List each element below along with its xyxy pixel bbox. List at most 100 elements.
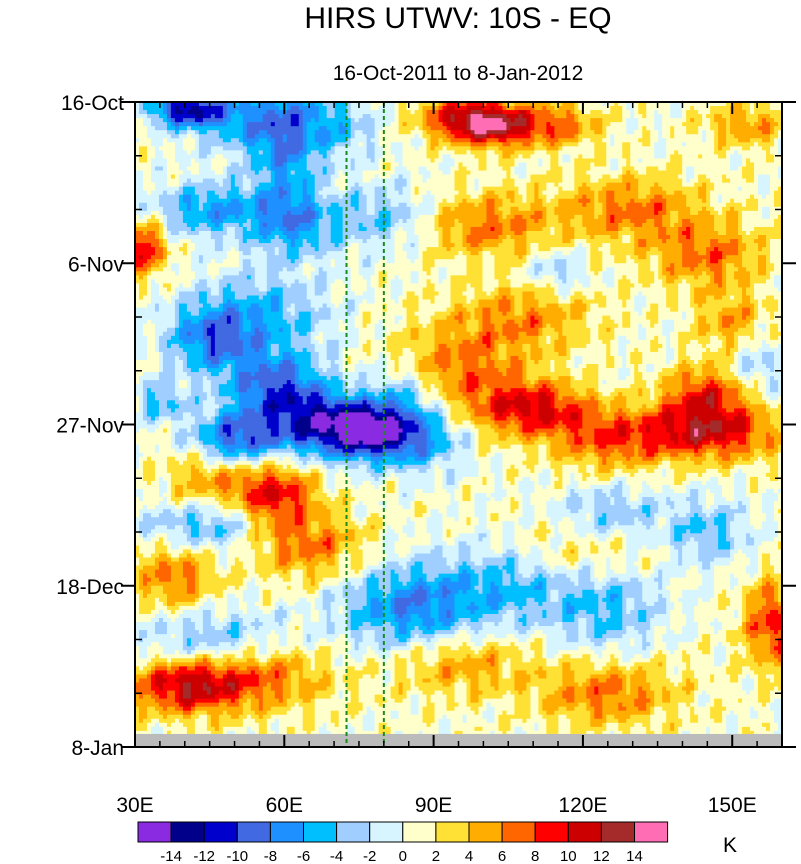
field-cell [510,118,515,123]
field-cell [159,138,164,143]
field-cell [698,126,703,131]
field-cell [191,134,196,139]
field-cell [187,138,192,143]
field-cell [462,118,467,123]
field-cell [295,126,300,131]
field-cell [498,134,503,139]
field-cell [171,126,176,131]
field-cell [431,118,436,123]
field-cell [239,110,244,115]
field-cell [167,110,172,115]
field-cell [690,138,695,143]
field-cell [722,122,727,127]
field-cell [263,134,268,139]
field-cell [371,142,376,147]
field-cell [211,138,216,143]
field-cell [255,126,260,131]
field-cell [203,122,208,127]
field-cell [498,118,503,123]
field-cell [235,122,240,127]
field-cell [239,130,244,135]
field-cell [506,126,511,131]
field-cell [171,142,176,147]
field-cell [490,110,495,115]
field-cell [770,138,775,143]
field-cell [319,130,324,135]
field-cell [518,138,523,143]
field-cell [355,114,360,119]
field-cell [375,114,380,119]
field-cell [530,122,535,127]
field-cell [315,114,320,119]
field-cell [694,118,699,123]
field-cell [391,138,396,143]
field-cell [694,106,699,111]
field-cell [379,106,384,111]
field-cell [331,138,336,143]
field-cell [359,110,364,115]
field-cell [163,118,168,123]
field-cell [574,130,579,135]
field-cell [195,142,200,147]
field-cell [774,110,779,115]
contour-field [135,102,783,747]
field-cell [399,118,404,123]
field-cell [626,114,631,119]
field-cell [466,142,471,147]
field-cell [171,130,176,135]
field-cell [207,122,212,127]
field-cell [546,110,551,115]
field-cell [247,110,252,115]
field-cell [307,130,312,135]
field-cell [307,114,312,119]
field-cell [395,138,400,143]
field-cell [227,138,232,143]
field-cell [618,126,623,131]
field-cell [710,114,715,119]
field-cell [774,130,779,135]
field-cell [706,118,711,123]
field-cell [443,142,448,147]
field-cell [315,126,320,131]
field-cell [407,142,412,147]
field-cell [263,122,268,127]
field-cell [578,134,583,139]
field-cell [327,106,332,111]
field-cell [762,122,767,127]
field-cell [439,110,444,115]
field-cell [447,142,452,147]
field-cell [243,114,248,119]
field-cell [323,134,328,139]
field-cell [642,114,647,119]
field-cell [235,114,240,119]
field-cell [670,106,675,111]
field-cell [550,110,555,115]
field-cell [666,122,671,127]
field-cell [474,106,479,111]
field-cell [179,118,184,123]
field-cell [482,114,487,119]
field-cell [187,142,192,147]
field-cell [375,134,380,139]
field-cell [666,130,671,135]
field-cell [427,106,432,111]
field-cell [159,114,164,119]
field-cell [622,118,627,123]
field-cell [478,114,483,119]
field-cell [155,142,160,147]
field-cell [686,106,691,111]
field-cell [379,118,384,123]
field-cell [303,138,308,143]
field-cell [642,106,647,111]
field-cell [411,138,416,143]
field-cell [598,138,603,143]
field-cell [219,134,224,139]
field-cell [542,106,547,111]
field-cell [574,114,579,119]
field-cell [626,130,631,135]
field-cell [391,110,396,115]
field-cell [223,106,228,111]
field-cell [606,134,611,139]
field-cell [710,126,715,131]
field-cell [546,134,551,139]
